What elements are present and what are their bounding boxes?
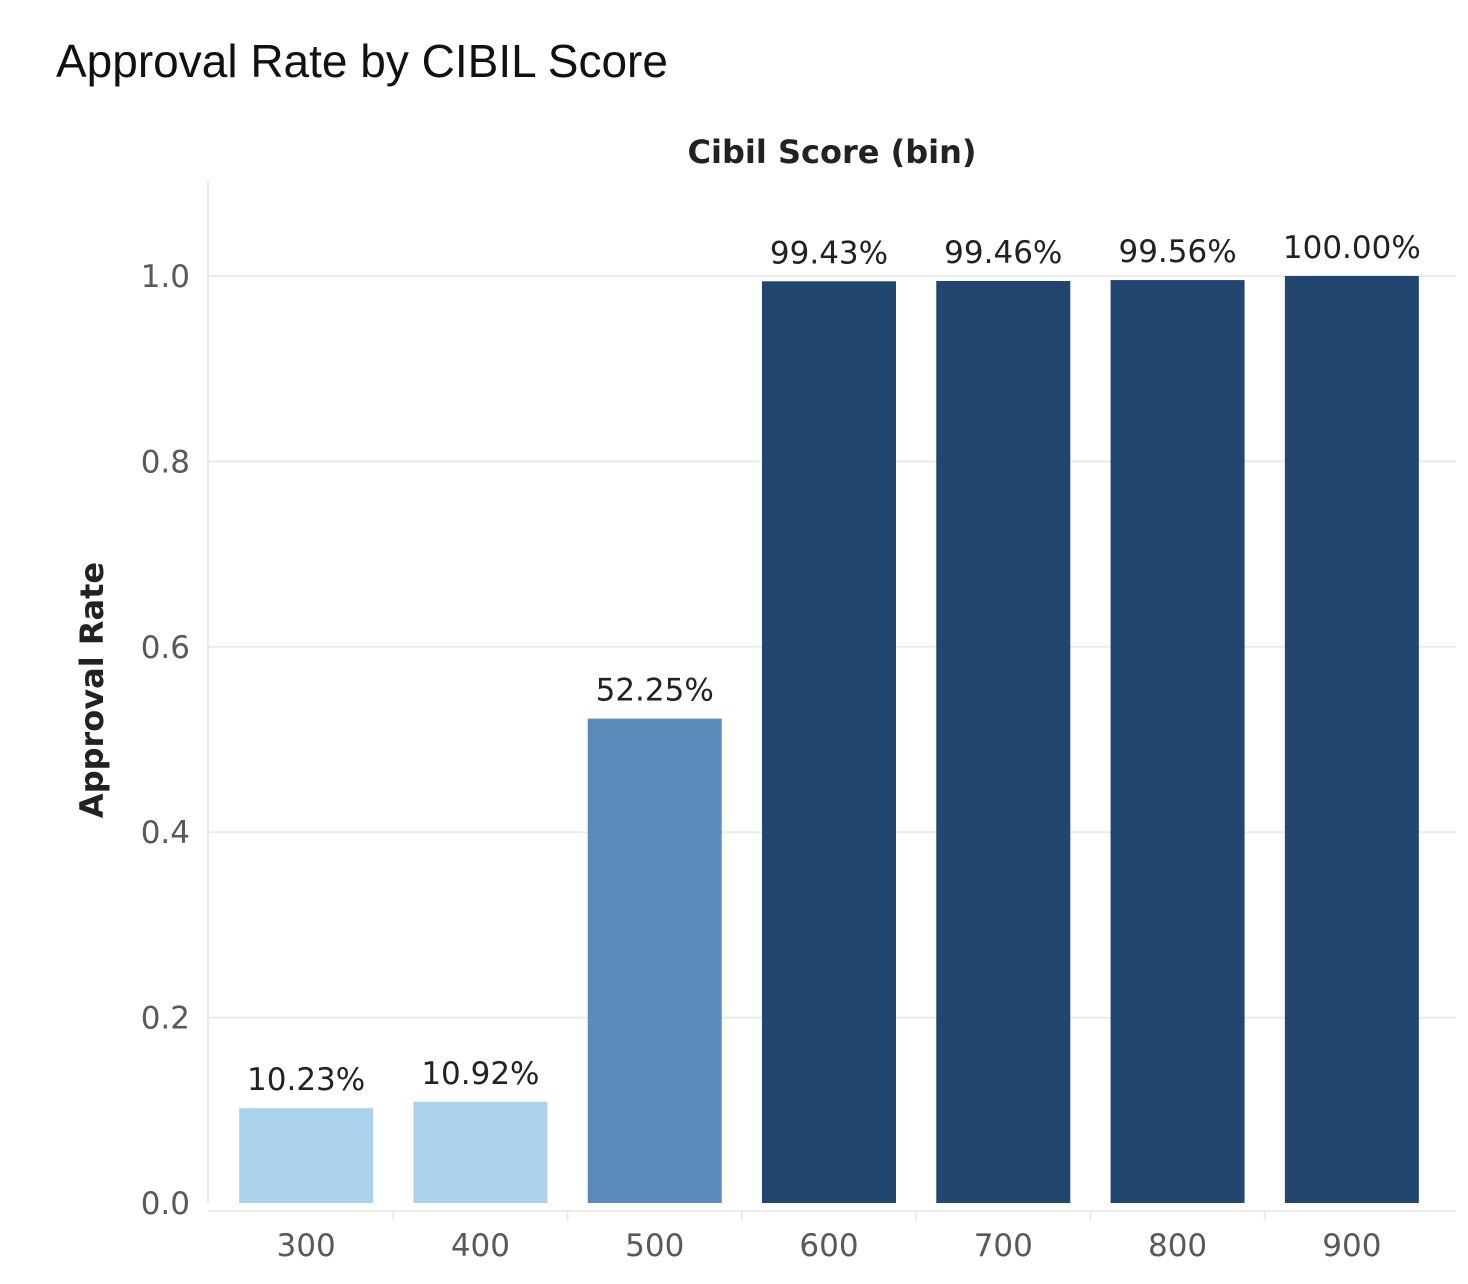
x-tick-label-300: 300 xyxy=(277,1228,336,1264)
bars xyxy=(239,276,1419,1203)
bar-300 xyxy=(239,1108,374,1203)
x-axis-title: Cibil Score (bin) xyxy=(688,133,977,171)
x-tick-label-700: 700 xyxy=(974,1228,1033,1264)
data-label-300: 10.23% xyxy=(247,1062,365,1098)
chart-title: Approval Rate by CIBIL Score xyxy=(56,35,668,87)
y-tick-label: 0.2 xyxy=(141,1001,190,1037)
data-label-600: 99.43% xyxy=(770,235,888,271)
y-tick-label: 0.8 xyxy=(141,444,190,480)
x-tick-label-900: 900 xyxy=(1322,1228,1381,1264)
data-label-900: 100.00% xyxy=(1283,230,1421,266)
x-tick-label-400: 400 xyxy=(451,1228,510,1264)
y-tick-label: 1.0 xyxy=(141,259,190,295)
y-axis-ticks: 0.0 0.2 0.4 0.6 0.8 1.0 xyxy=(141,259,190,1222)
data-label-400: 10.92% xyxy=(421,1056,539,1092)
x-tick-label-800: 800 xyxy=(1148,1228,1207,1264)
x-tick-label-600: 600 xyxy=(799,1228,858,1264)
x-axis-ticks: 300 400 500 600 700 800 900 xyxy=(277,1228,1382,1264)
bar-900 xyxy=(1284,276,1419,1203)
data-label-700: 99.46% xyxy=(944,235,1062,271)
bar-800 xyxy=(1110,280,1245,1203)
y-tick-label: 0.0 xyxy=(141,1186,190,1222)
y-tick-label: 0.4 xyxy=(141,815,190,851)
bar-600 xyxy=(762,281,896,1203)
bar-700 xyxy=(936,281,1071,1203)
y-axis-title: Approval Rate xyxy=(73,562,111,818)
x-tick-label-500: 500 xyxy=(625,1228,684,1264)
y-tick-label: 0.6 xyxy=(141,630,190,666)
data-labels: 10.23% 10.92% 52.25% 99.43% 99.46% 99.56% 100.… xyxy=(247,230,1421,1098)
bar-400 xyxy=(413,1101,548,1203)
data-label-500: 52.25% xyxy=(596,673,714,709)
bar-500 xyxy=(587,718,722,1203)
data-label-800: 99.56% xyxy=(1118,234,1236,270)
